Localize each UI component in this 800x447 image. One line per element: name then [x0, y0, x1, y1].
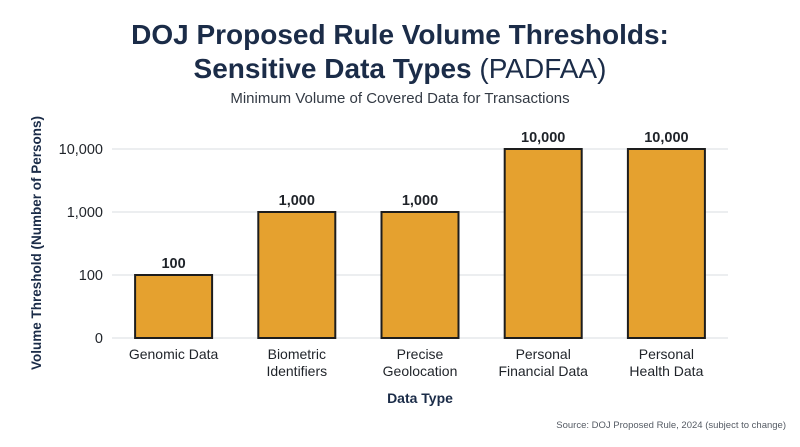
bar-value-label: 1,000 — [279, 193, 315, 209]
bar — [626, 148, 706, 339]
bar — [134, 274, 214, 339]
bar-value-label: 10,000 — [521, 130, 565, 146]
bars: 100 1,000 1,000 10,000 10,000 — [134, 130, 706, 339]
x-tick-label: Health Data — [629, 363, 703, 379]
x-tick-label: Personal — [639, 346, 694, 362]
y-tick-label: 0 — [95, 331, 103, 347]
bar — [503, 148, 583, 339]
x-tick-label: Geolocation — [383, 363, 458, 379]
x-tick-label: Biometric — [268, 346, 326, 362]
chart-title-line-2-bold: Sensitive Data Types — [193, 53, 472, 84]
bar — [380, 211, 460, 339]
y-tick-label: 100 — [79, 268, 103, 284]
chart-subtitle: Minimum Volume of Covered Data for Trans… — [230, 90, 570, 107]
x-tick-label: Identifiers — [266, 363, 327, 379]
y-tick-label: 1,000 — [67, 205, 103, 221]
x-tick-label: Precise — [397, 346, 444, 362]
chart-title-line-2: Sensitive Data Types (PADFAA) — [0, 52, 800, 86]
bar-value-label: 1,000 — [402, 193, 438, 209]
x-tick-label: Genomic Data — [129, 346, 219, 362]
y-axis-label: Volume Threshold (Number of Persons) — [29, 116, 44, 370]
source-note: Source: DOJ Proposed Rule, 2024 (subject… — [556, 420, 786, 431]
y-tick-label: 10,000 — [59, 142, 103, 158]
bar-value-label: 100 — [161, 256, 185, 272]
bar — [257, 211, 337, 339]
x-axis-label: Data Type — [387, 390, 453, 406]
y-tick-labels: 0 100 1,000 10,000 — [59, 142, 103, 347]
x-tick-label: Financial Data — [498, 363, 588, 379]
bar-value-label: 10,000 — [644, 130, 688, 146]
chart-title-line-2-normal: (PADFAA) — [479, 53, 607, 84]
x-tick-label: Personal — [516, 346, 571, 362]
chart-title-line-1: DOJ Proposed Rule Volume Thresholds: — [131, 19, 669, 50]
chart-title: DOJ Proposed Rule Volume Thresholds: Sen… — [0, 18, 800, 86]
